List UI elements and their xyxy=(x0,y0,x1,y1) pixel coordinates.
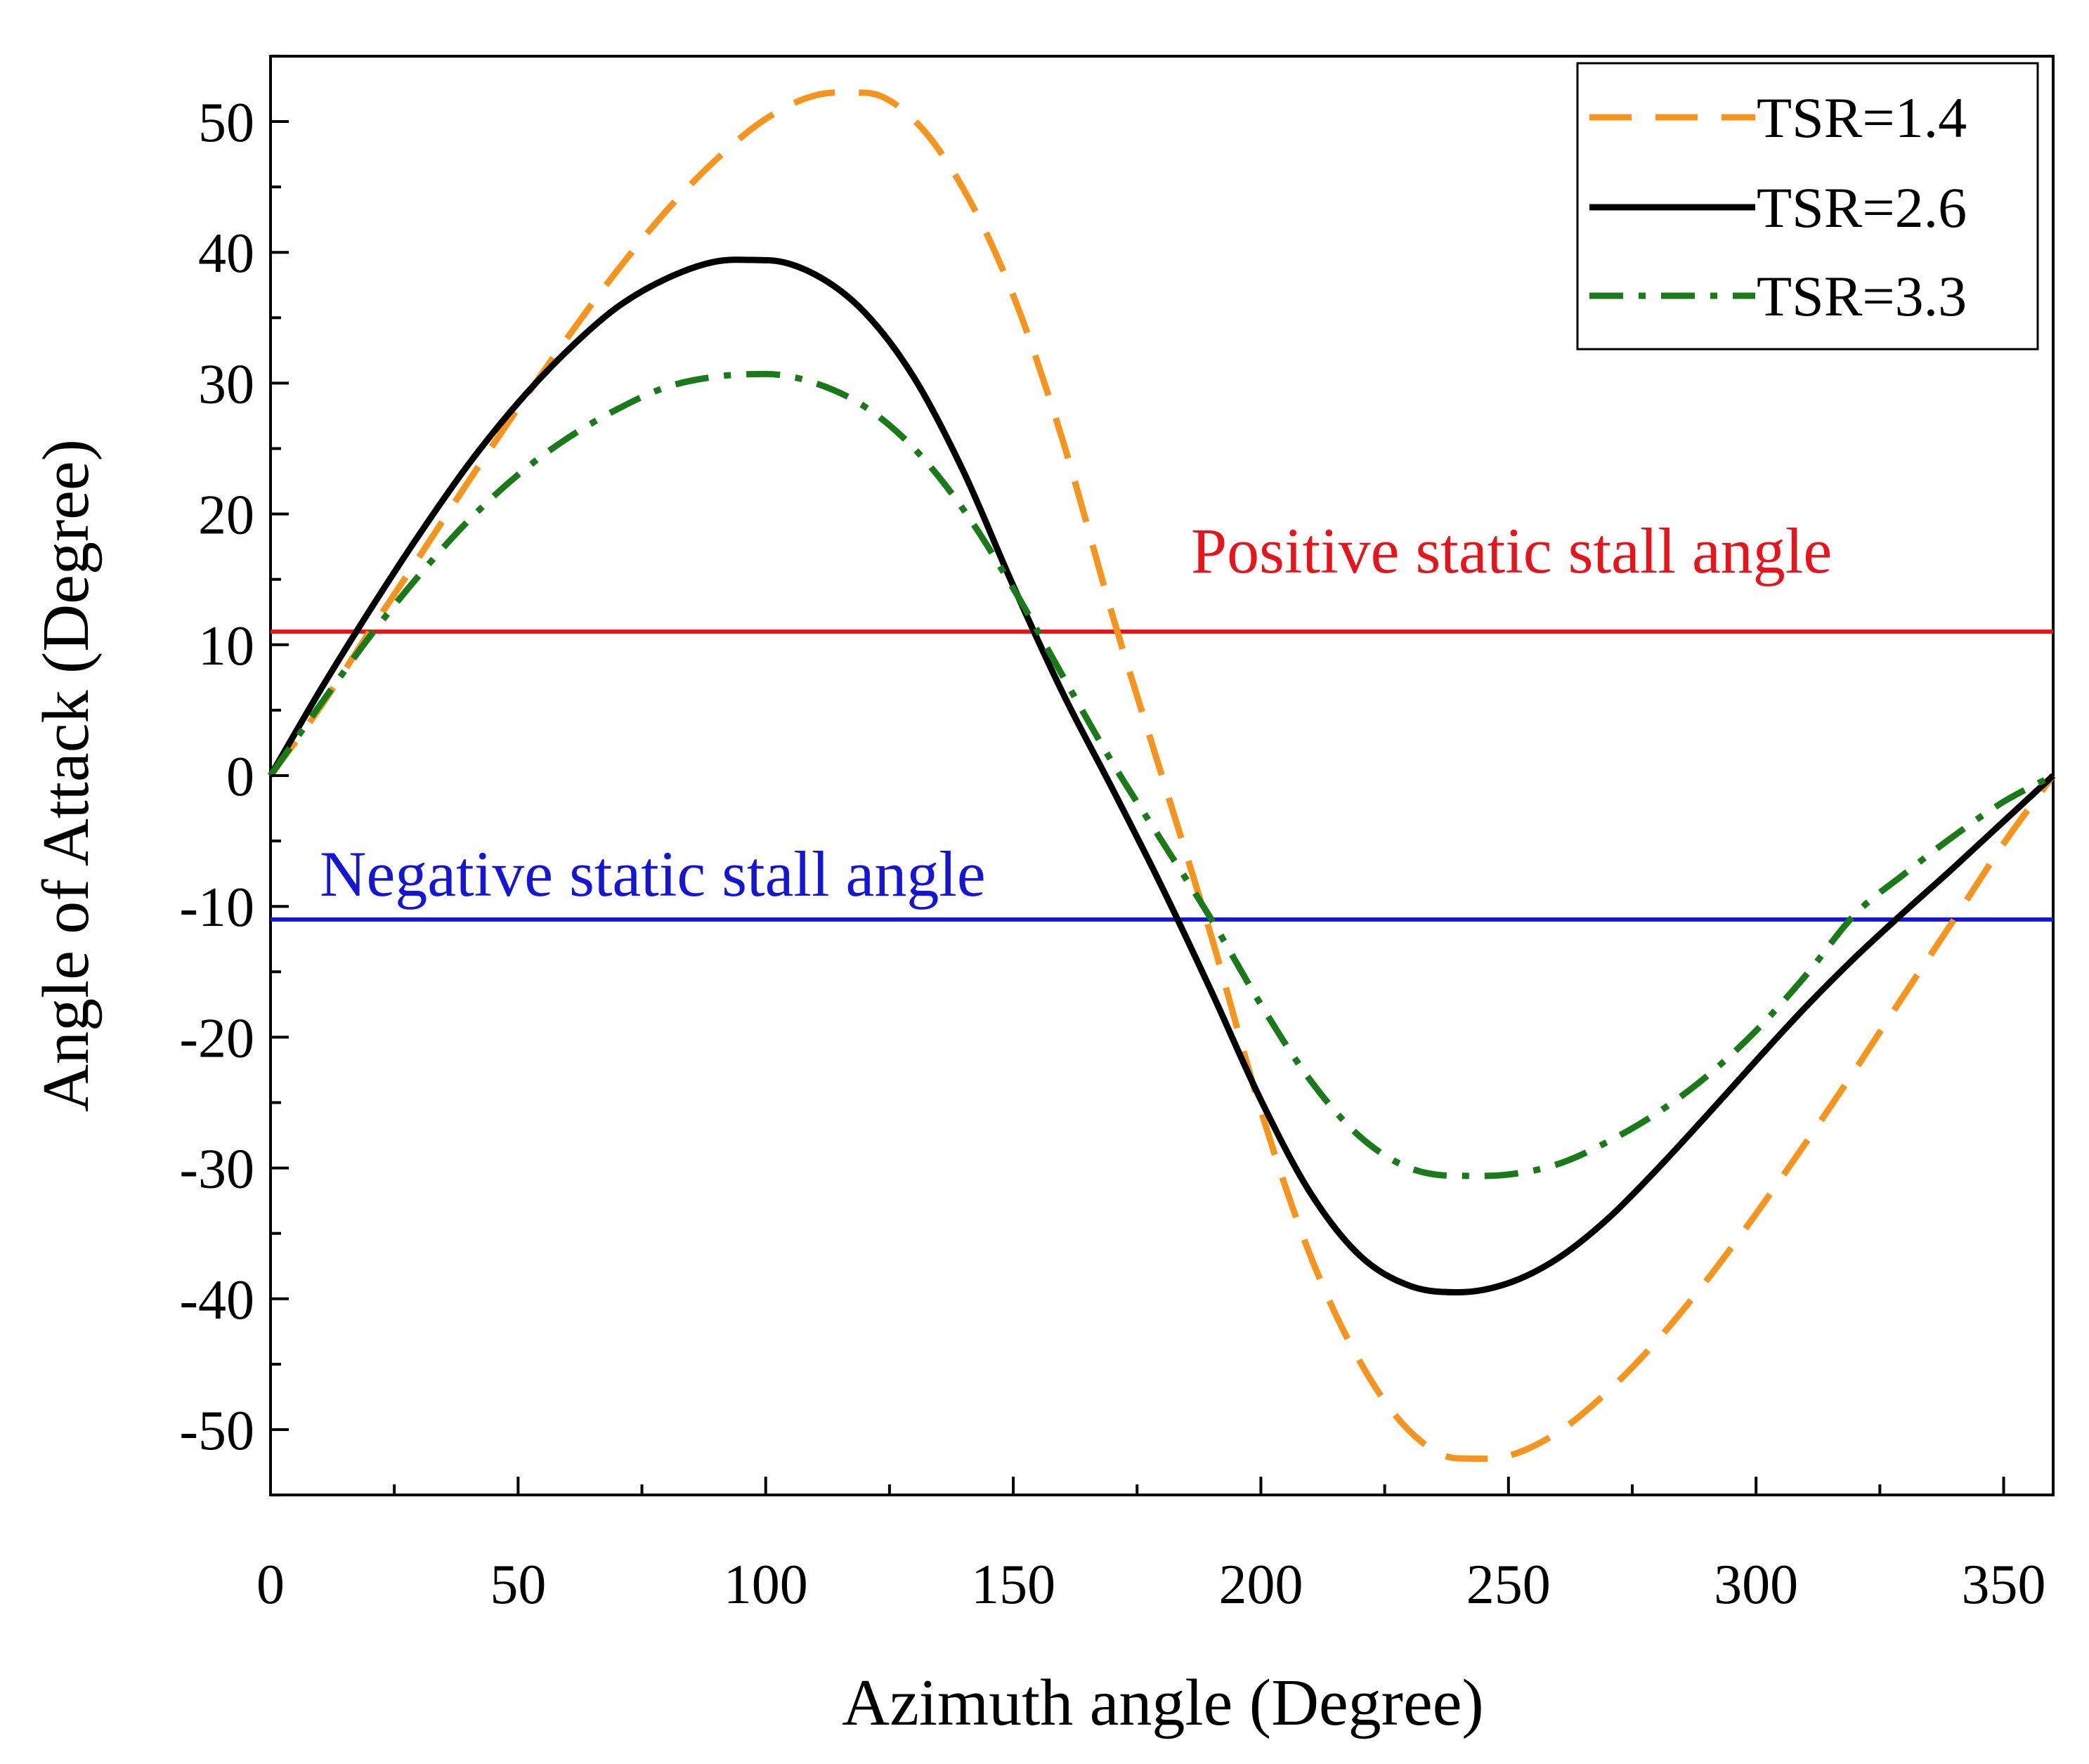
negative-stall-label: Negative static stall angle xyxy=(320,838,986,910)
positive-stall-label: Positive static stall angle xyxy=(1191,515,1832,587)
series-line-tsr-1-4 xyxy=(268,89,2056,1462)
legend-label-tsr-2-6: TSR=2.6 xyxy=(1757,176,1967,240)
y-tick-label: -30 xyxy=(179,1139,254,1201)
y-tick-label: -10 xyxy=(179,877,254,939)
series-line-tsr-3-3 xyxy=(268,370,2055,1180)
reference-lines xyxy=(271,629,2053,922)
x-axis-ticks: 0 50 100 150 200 250 300 350 xyxy=(256,1477,2046,1616)
x-tick-label: 250 xyxy=(1466,1554,1551,1616)
series-layer xyxy=(268,89,2056,1462)
y-tick-label: 0 xyxy=(226,746,254,808)
series-line-tsr-2-6 xyxy=(268,256,2056,1296)
y-tick-label: 20 xyxy=(198,485,254,547)
x-tick-label: 100 xyxy=(724,1554,808,1616)
x-tick-label: 150 xyxy=(971,1554,1055,1616)
y-tick-label: 50 xyxy=(198,92,254,154)
y-tick-label: 40 xyxy=(198,223,254,285)
y-tick-label: -20 xyxy=(179,1007,254,1069)
y-tick-label: 30 xyxy=(198,353,254,415)
x-tick-label: 300 xyxy=(1714,1554,1798,1616)
x-tick-label: 50 xyxy=(490,1554,546,1616)
legend: TSR=1.4 TSR=2.6 TSR=3.3 xyxy=(1576,62,2039,351)
y-axis-title: Angle of Attack (Degree) xyxy=(30,439,103,1112)
x-tick-label: 350 xyxy=(1962,1554,2046,1616)
x-tick-label: 200 xyxy=(1218,1554,1303,1616)
legend-label-tsr-3-3: TSR=3.3 xyxy=(1757,264,1967,328)
y-axis-ticks: -50 -40 -30 -20 -10 0 10 20 30 40 50 xyxy=(179,54,289,1497)
y-tick-label: 10 xyxy=(198,615,254,677)
x-axis-title: Azimuth angle (Degree) xyxy=(842,1666,1483,1739)
y-tick-label: -40 xyxy=(179,1269,254,1331)
legend-label-tsr-1-4: TSR=1.4 xyxy=(1757,86,1967,150)
x-tick-label: 0 xyxy=(256,1554,285,1616)
y-tick-label: -50 xyxy=(179,1400,254,1462)
